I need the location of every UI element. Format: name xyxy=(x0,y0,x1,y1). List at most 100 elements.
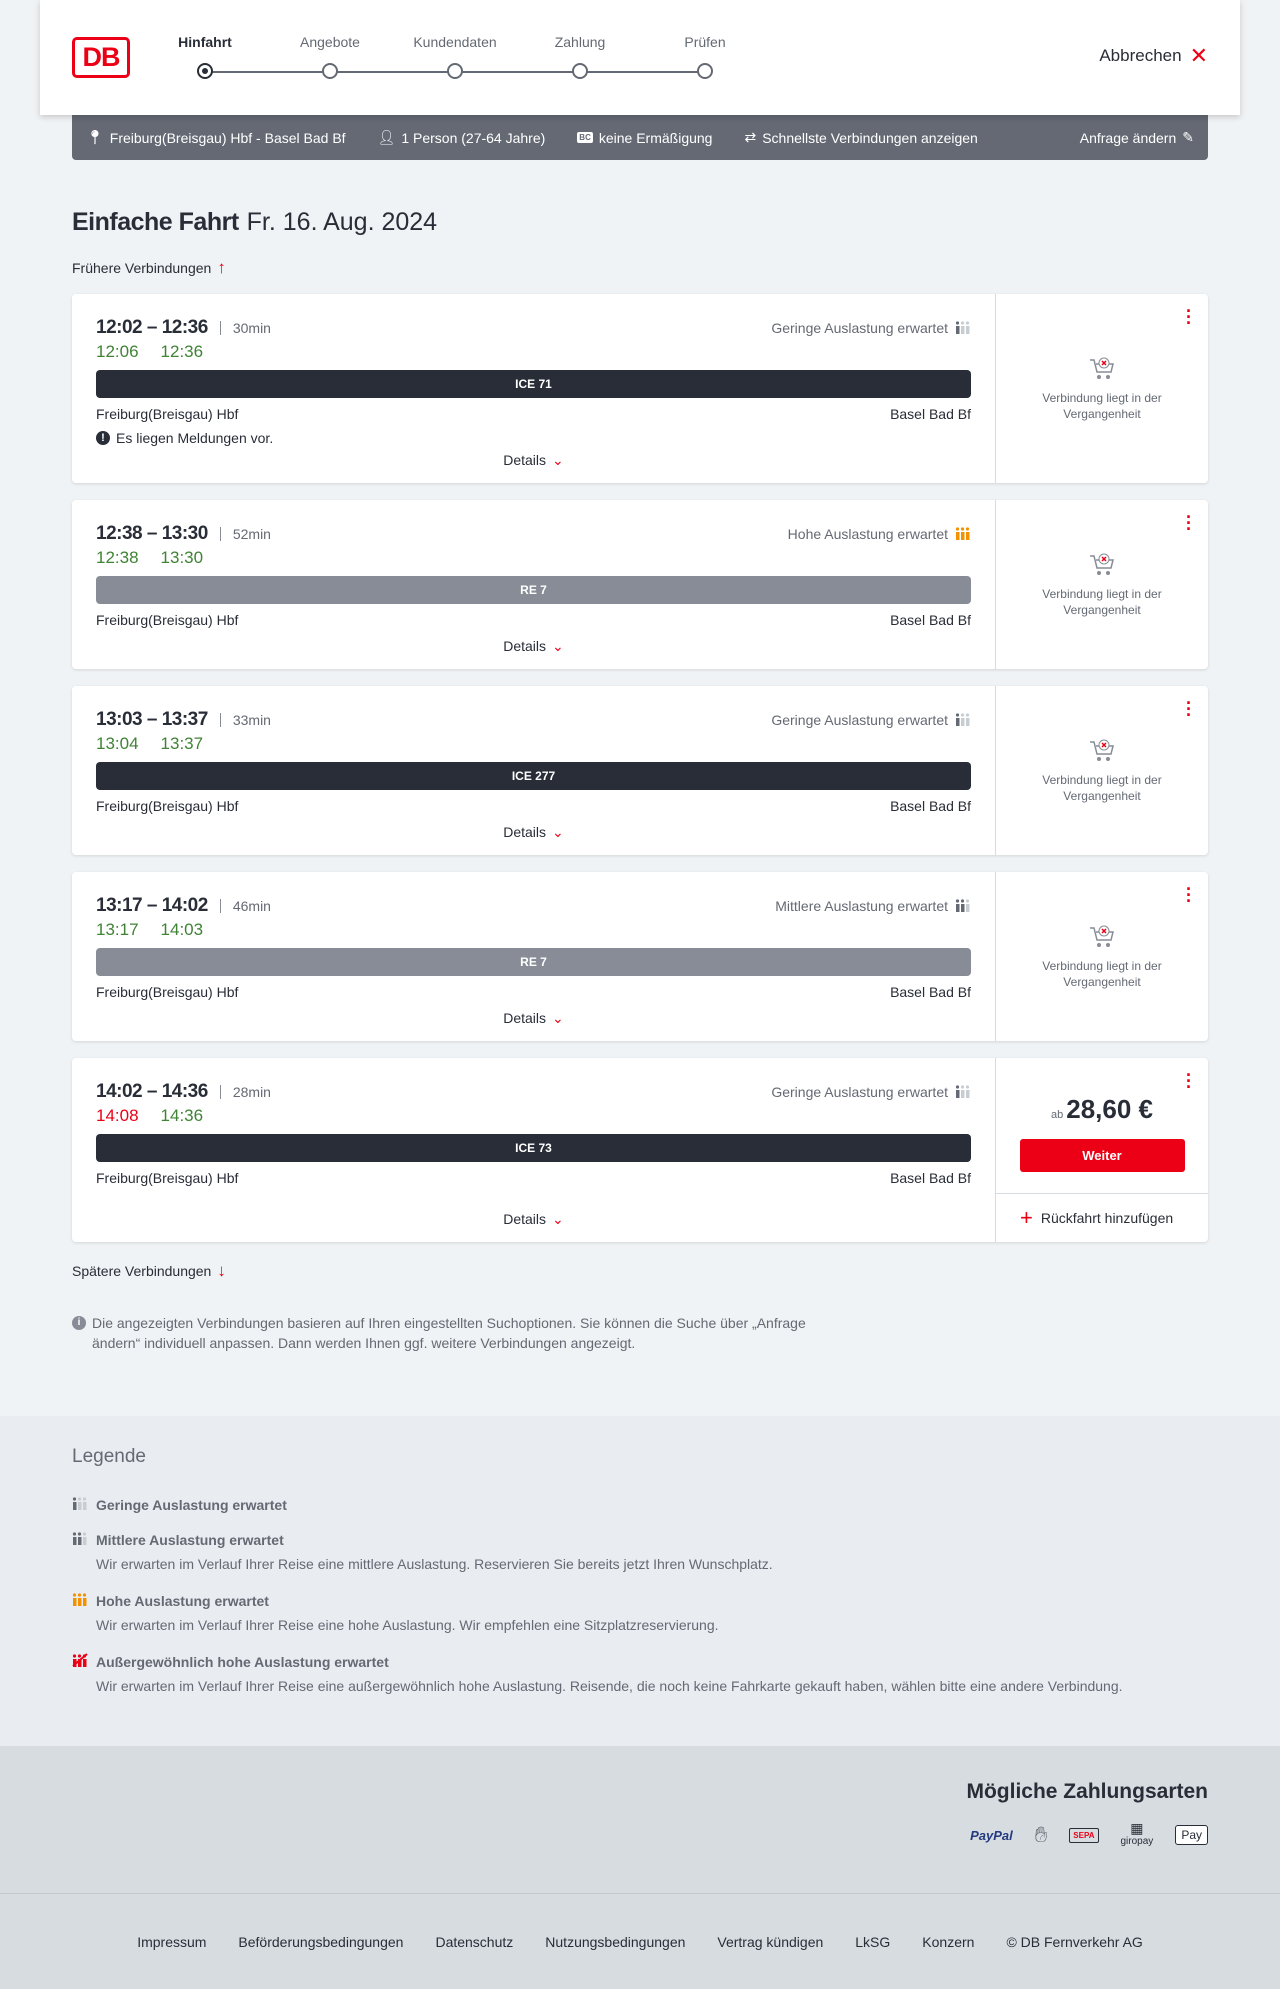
footer-link[interactable]: Konzern xyxy=(922,1933,975,1950)
later-connections-link[interactable]: Spätere Verbindungen ↓ xyxy=(72,1261,226,1281)
load-indicator: Geringe Auslastung erwartet xyxy=(771,1084,971,1101)
offer-column: · · · Verbindung liegt in der Vergangenheit xyxy=(995,500,1208,669)
legend-item-text: Wir erwarten im Verlauf Ihrer Reise eine… xyxy=(96,1678,1123,1694)
footer-link[interactable]: Impressum xyxy=(137,1933,207,1950)
train-bar[interactable]: ICE 71 xyxy=(96,370,971,398)
departure-station: Freiburg(Breisgau) Hbf xyxy=(96,1170,239,1186)
train-bar[interactable]: ICE 73 xyxy=(96,1134,971,1162)
stations-row: Freiburg(Breisgau) Hbf Basel Bad Bf xyxy=(96,1170,971,1186)
realtime-departure: 12:06 xyxy=(96,342,139,361)
edit-request-button[interactable]: Anfrage ändern ✎ xyxy=(1080,129,1194,146)
footer-link[interactable]: LkSG xyxy=(855,1933,891,1950)
train-bar[interactable]: ICE 277 xyxy=(96,762,971,790)
cancel-label: Abbrechen xyxy=(1099,46,1182,65)
past-connection-text: Verbindung liegt in der Vergangenheit xyxy=(1042,772,1162,803)
arrival-station: Basel Bad Bf xyxy=(890,612,971,628)
details-toggle[interactable]: Details ⌄ xyxy=(72,638,995,655)
arrival-station: Basel Bad Bf xyxy=(890,798,971,814)
details-label: Details xyxy=(503,1211,547,1227)
footer-link[interactable]: Vertrag kündigen xyxy=(717,1933,824,1950)
connection-main: 14:02 – 14:36 28min Geringe Auslastung erw… xyxy=(72,1058,995,1242)
discount-text: keine Ermäßigung xyxy=(598,129,713,146)
load-level-icon xyxy=(72,1531,88,1548)
cancel-button[interactable]: Abbrechen ✕ xyxy=(1099,45,1208,67)
stations-row: Freiburg(Breisgau) Hbf Basel Bad Bf xyxy=(96,612,971,628)
price-value: 28,60 € xyxy=(1066,1094,1153,1124)
load-level-icon xyxy=(72,1592,88,1609)
option-text: Schnellste Verbindungen anzeigen xyxy=(762,129,978,146)
realtime-departure: 13:04 xyxy=(96,734,139,753)
more-options-icon[interactable]: · · · xyxy=(1186,507,1192,539)
realtime-row: 12:38 13:30 xyxy=(96,548,971,572)
legend-item-title: Geringe Auslastung erwartet xyxy=(96,1496,287,1513)
footer-link[interactable]: Datenschutz xyxy=(435,1933,514,1950)
legend-item: Außergewöhnlich hohe Auslastung erwartet… xyxy=(72,1653,1208,1696)
time-row: 14:02 – 14:36 28min Geringe Auslastung erw… xyxy=(96,1080,971,1104)
load-level-icon xyxy=(955,526,971,543)
details-toggle[interactable]: Details ⌄ xyxy=(72,824,995,841)
load-level-icon xyxy=(955,898,971,915)
legend-item: Mittlere Auslastung erwartet Wir erwarten… xyxy=(72,1531,1208,1574)
connection-card: 12:38 – 13:30 52min Hohe Auslastung erwart… xyxy=(72,500,1208,669)
price: ab 28,60 € xyxy=(996,1094,1208,1125)
past-connection-text: Verbindung liegt in der Vergangenheit xyxy=(1042,586,1162,617)
connection-main: 12:38 – 13:30 52min Hohe Auslastung erwart… xyxy=(72,500,995,669)
footer-link[interactable]: © DB Fernverkehr AG xyxy=(1006,1933,1143,1950)
details-toggle[interactable]: Details ⌄ xyxy=(72,1010,995,1027)
load-level-icon xyxy=(72,1496,88,1513)
train-bar[interactable]: RE 7 xyxy=(96,576,971,604)
legend-item-header: Mittlere Auslastung erwartet xyxy=(72,1531,1208,1548)
trip-date: Fr. 16. Aug. 2024 xyxy=(246,208,438,236)
more-options-icon[interactable]: · · · xyxy=(1186,879,1192,911)
departure-station: Freiburg(Breisgau) Hbf xyxy=(96,798,239,814)
offer-column: · · · Verbindung liegt in der Vergangenheit xyxy=(995,686,1208,855)
details-label: Details xyxy=(503,452,547,468)
connection-card: 14:02 – 14:36 28min Geringe Auslastung erw… xyxy=(72,1058,1208,1242)
train-bar[interactable]: RE 7 xyxy=(96,948,971,976)
db-logo[interactable]: DB xyxy=(72,37,130,78)
step-dot xyxy=(197,63,213,79)
load-text: Geringe Auslastung erwartet xyxy=(771,1084,948,1100)
footer-link[interactable]: Nutzungsbedingungen xyxy=(545,1933,686,1950)
message-text: Es liegen Meldungen vor. xyxy=(116,430,274,446)
step-angebote[interactable]: Angebote xyxy=(280,34,380,79)
stations-row: Freiburg(Breisgau) Hbf Basel Bad Bf xyxy=(96,406,971,422)
step-prüfen[interactable]: Prüfen xyxy=(655,34,755,79)
alert-icon: ! xyxy=(96,431,110,445)
step-kundendaten[interactable]: Kundendaten xyxy=(405,34,505,79)
cart-unavailable-icon xyxy=(1032,738,1172,764)
step-zahlung[interactable]: Zahlung xyxy=(530,34,630,79)
load-level-icon xyxy=(955,320,971,337)
price-prefix: ab xyxy=(1051,1109,1064,1121)
load-indicator: Geringe Auslastung erwartet xyxy=(771,712,971,729)
footer: Impressum Beförderungsbedingungen Datensch… xyxy=(0,1893,1280,1989)
details-label: Details xyxy=(503,824,547,840)
past-connection-notice: Verbindung liegt in der Vergangenheit xyxy=(1032,552,1172,618)
payment-section: Mögliche Zahlungsarten PayPal ✋︎ SEPA ▦ g… xyxy=(0,1746,1280,1893)
legend-item-title: Außergewöhnlich hohe Auslastung erwartet xyxy=(96,1653,389,1670)
load-level-icon xyxy=(955,1084,971,1101)
add-return-trip-button[interactable]: + Rückfahrt hinzufügen xyxy=(996,1193,1208,1242)
more-options-icon[interactable]: · · · xyxy=(1186,693,1192,725)
details-toggle[interactable]: Details ⌄ xyxy=(72,452,995,469)
earlier-connections-link[interactable]: Frühere Verbindungen ↑ xyxy=(72,258,226,278)
footer-link[interactable]: Beförderungsbedingungen xyxy=(238,1933,404,1950)
step-hinfahrt[interactable]: Hinfahrt xyxy=(155,34,255,79)
offer-column: · · · Verbindung liegt in der Vergangenheit xyxy=(995,294,1208,483)
details-toggle[interactable]: Details ⌄ xyxy=(72,1211,995,1228)
chevron-down-icon: ⌄ xyxy=(552,452,564,468)
legend-item-header: Hohe Auslastung erwartet xyxy=(72,1592,1208,1609)
add-return-label: Rückfahrt hinzufügen xyxy=(1040,1210,1174,1226)
edit-request-label: Anfrage ändern xyxy=(1079,129,1177,146)
more-options-icon[interactable]: · · · xyxy=(1186,1065,1192,1097)
continue-button[interactable]: Weiter xyxy=(1019,1139,1185,1172)
more-options-icon[interactable]: · · · xyxy=(1186,301,1192,333)
realtime-row: 13:04 13:37 xyxy=(96,734,971,758)
step-dot xyxy=(697,63,713,79)
details-label: Details xyxy=(503,1010,547,1026)
cart-unavailable-icon xyxy=(1032,552,1172,578)
duration: 46min xyxy=(219,899,271,913)
load-text: Geringe Auslastung erwartet xyxy=(771,320,948,336)
arrival-station: Basel Bad Bf xyxy=(890,984,971,1000)
earlier-label: Frühere Verbindungen xyxy=(72,260,212,276)
